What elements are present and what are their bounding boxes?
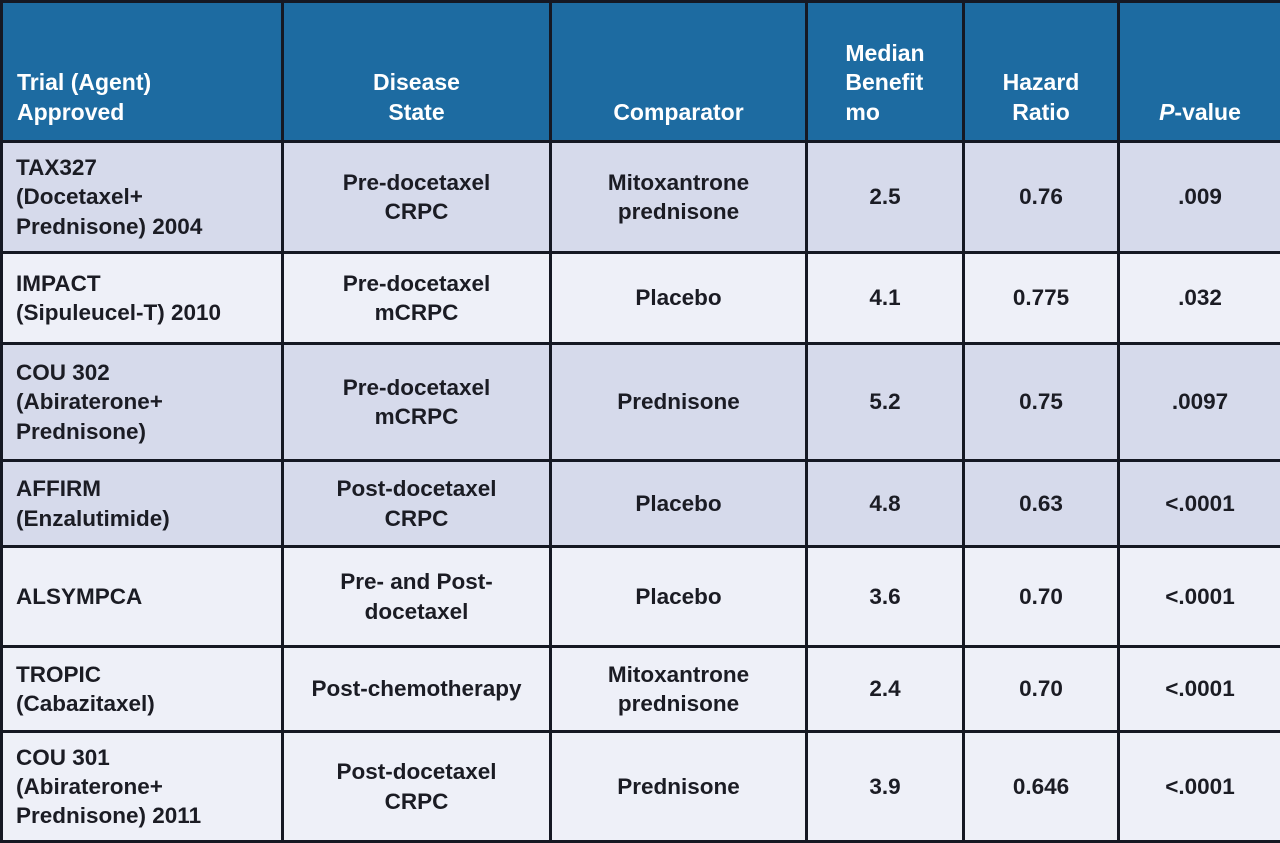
trial-cell: COU 302 (Abiraterone+ Prednisone) [2, 344, 283, 461]
header-p-value-italic-p: P [1159, 99, 1174, 125]
disease-state-cell: Pre-docetaxel mCRPC [283, 253, 551, 344]
p-value-cell: <.0001 [1119, 647, 1280, 732]
trial-cell: TAX327 (Docetaxel+ Prednisone) 2004 [2, 142, 283, 253]
hazard-ratio-cell: 0.76 [964, 142, 1119, 253]
table-header: Trial (Agent) Approved Disease State Com… [2, 2, 1280, 142]
table-row: COU 302 (Abiraterone+ Prednisone) Pre-do… [2, 344, 1280, 461]
table-row: TROPIC (Cabazitaxel) Post-chemotherapy M… [2, 647, 1280, 732]
disease-state-cell: Post-docetaxel CRPC [283, 461, 551, 547]
hazard-ratio-cell: 0.70 [964, 547, 1119, 647]
comparator-cell: Placebo [551, 461, 807, 547]
header-p-value-rest: -value [1174, 99, 1240, 125]
p-value-cell: <.0001 [1119, 461, 1280, 547]
header-trial-agent-approved: Trial (Agent) Approved [2, 2, 283, 142]
hazard-ratio-cell: 0.63 [964, 461, 1119, 547]
hazard-ratio-cell: 0.775 [964, 253, 1119, 344]
disease-state-cell: Pre- and Post- docetaxel [283, 547, 551, 647]
disease-state-cell: Post-docetaxel CRPC [283, 732, 551, 842]
hazard-ratio-cell: 0.646 [964, 732, 1119, 842]
comparator-cell: Placebo [551, 547, 807, 647]
median-benefit-cell: 4.1 [807, 253, 964, 344]
table-row: TAX327 (Docetaxel+ Prednisone) 2004 Pre-… [2, 142, 1280, 253]
median-benefit-cell: 3.9 [807, 732, 964, 842]
disease-state-cell: Post-chemotherapy [283, 647, 551, 732]
comparator-cell: Placebo [551, 253, 807, 344]
p-value-cell: <.0001 [1119, 732, 1280, 842]
trial-cell: TROPIC (Cabazitaxel) [2, 647, 283, 732]
hazard-ratio-cell: 0.70 [964, 647, 1119, 732]
median-benefit-cell: 2.4 [807, 647, 964, 732]
disease-state-cell: Pre-docetaxel CRPC [283, 142, 551, 253]
hazard-ratio-cell: 0.75 [964, 344, 1119, 461]
table-row: ALSYMPCA Pre- and Post- docetaxel Placeb… [2, 547, 1280, 647]
comparator-cell: Mitoxantrone prednisone [551, 142, 807, 253]
trial-cell: COU 301 (Abiraterone+ Prednisone) 2011 [2, 732, 283, 842]
header-p-value: P-value [1119, 2, 1280, 142]
comparator-cell: Mitoxantrone prednisone [551, 647, 807, 732]
median-benefit-cell: 3.6 [807, 547, 964, 647]
header-median-benefit-mo-text: Median Benefit mo [845, 39, 924, 127]
trial-cell: AFFIRM (Enzalutimide) [2, 461, 283, 547]
median-benefit-cell: 4.8 [807, 461, 964, 547]
comparator-cell: Prednisone [551, 344, 807, 461]
p-value-cell: .009 [1119, 142, 1280, 253]
table-row: COU 301 (Abiraterone+ Prednisone) 2011 P… [2, 732, 1280, 842]
header-disease-state: Disease State [283, 2, 551, 142]
table-row: IMPACT (Sipuleucel-T) 2010 Pre-docetaxel… [2, 253, 1280, 344]
p-value-cell: <.0001 [1119, 547, 1280, 647]
p-value-cell: .032 [1119, 253, 1280, 344]
median-benefit-cell: 5.2 [807, 344, 964, 461]
table-row: AFFIRM (Enzalutimide) Post-docetaxel CRP… [2, 461, 1280, 547]
header-comparator: Comparator [551, 2, 807, 142]
table-body: TAX327 (Docetaxel+ Prednisone) 2004 Pre-… [2, 142, 1280, 842]
trial-cell: IMPACT (Sipuleucel-T) 2010 [2, 253, 283, 344]
header-hazard-ratio: Hazard Ratio [964, 2, 1119, 142]
trial-cell: ALSYMPCA [2, 547, 283, 647]
header-median-benefit-mo: Median Benefit mo [807, 2, 964, 142]
comparator-cell: Prednisone [551, 732, 807, 842]
median-benefit-cell: 2.5 [807, 142, 964, 253]
p-value-cell: .0097 [1119, 344, 1280, 461]
header-row: Trial (Agent) Approved Disease State Com… [2, 2, 1280, 142]
disease-state-cell: Pre-docetaxel mCRPC [283, 344, 551, 461]
